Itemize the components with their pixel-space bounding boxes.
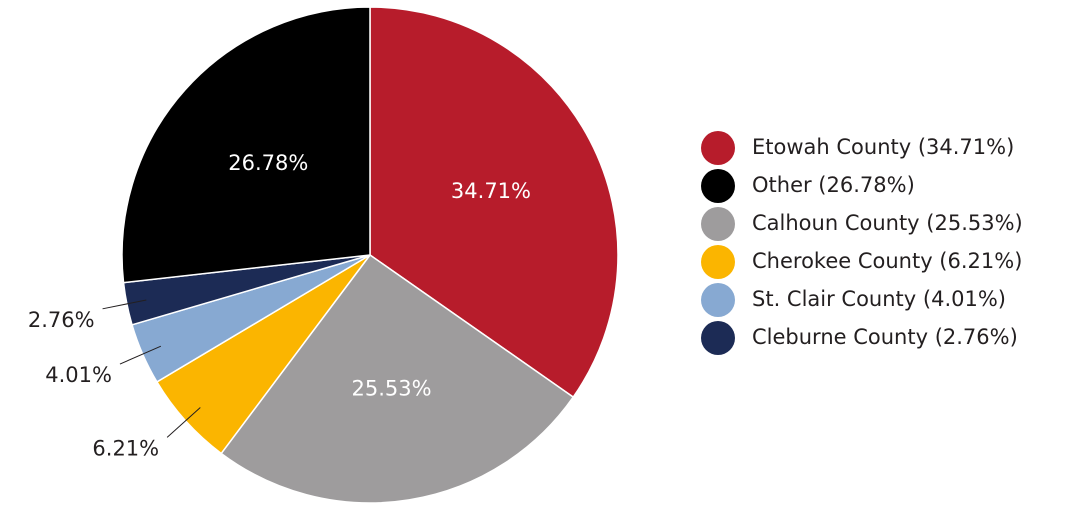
slice-label: 26.78%: [228, 151, 308, 175]
legend-marker: [701, 207, 735, 241]
slice-label: 4.01%: [45, 363, 112, 387]
legend-label: Cleburne County (2.76%): [752, 325, 1018, 349]
pie-slice: [220, 253, 575, 504]
legend-marker: [701, 321, 735, 355]
legend-marker: [701, 131, 735, 165]
leader-line: [166, 407, 201, 438]
legend-marker: [701, 245, 735, 279]
slice-label: 25.53%: [352, 377, 432, 401]
pie-slice: [369, 6, 619, 399]
legend-label: Calhoun County (25.53%): [752, 211, 1023, 235]
pie-slice: [121, 6, 371, 284]
slice-label: 34.71%: [451, 179, 531, 203]
legend-label: St. Clair County (4.01%): [752, 287, 1006, 311]
legend-label: Etowah County (34.71%): [752, 135, 1014, 159]
legend-marker: [701, 169, 735, 203]
legend-label: Other (26.78%): [752, 173, 915, 197]
leader-line: [102, 299, 147, 310]
leader-line: [119, 345, 162, 365]
slice-label: 2.76%: [28, 308, 95, 332]
legend-label: Cherokee County (6.21%): [752, 249, 1022, 273]
legend-marker: [701, 283, 735, 317]
slice-label: 6.21%: [92, 436, 159, 460]
